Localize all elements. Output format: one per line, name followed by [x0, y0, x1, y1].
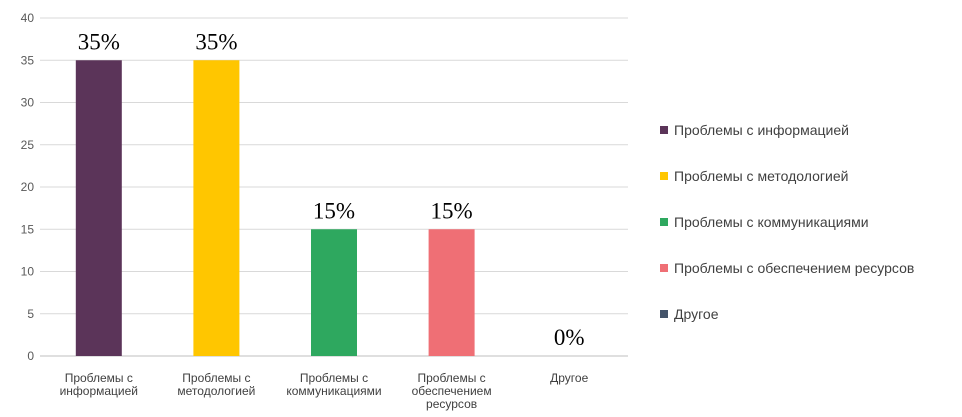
legend-item-communications: Проблемы с коммуникациями: [660, 210, 960, 233]
y-tick-label: 10: [21, 265, 35, 279]
category-label: методологией: [177, 384, 255, 398]
legend-swatch: [660, 125, 668, 134]
legend-item-other: Другое: [660, 302, 960, 325]
legend-item-resources: Проблемы с обеспечением ресурсов: [660, 256, 960, 279]
legend-swatch: [660, 309, 668, 318]
category-label: Проблемы с: [417, 371, 485, 385]
legend-label: Проблемы с коммуникациями: [674, 213, 869, 230]
category-label: Другое: [550, 371, 588, 385]
category-label: Проблемы с: [300, 371, 368, 385]
y-tick-label: 0: [27, 349, 34, 363]
bar: [311, 229, 357, 356]
y-tick-label: 35: [21, 53, 35, 67]
category-label: информацией: [60, 384, 138, 398]
data-label: 35%: [195, 29, 237, 54]
category-label: ресурсов: [426, 397, 477, 411]
category-label: обеспечением: [412, 384, 492, 398]
bar: [75, 60, 122, 356]
legend-swatch: [660, 171, 668, 180]
y-tick-label: 30: [21, 96, 35, 110]
y-tick-label: 40: [21, 11, 35, 25]
legend-swatch: [660, 217, 668, 226]
y-tick-label: 20: [21, 180, 35, 194]
legend-swatch: [660, 263, 668, 272]
data-label: 0%: [554, 325, 585, 350]
legend-label: Проблемы с обеспечением ресурсов: [674, 259, 915, 276]
category-label: Проблемы с: [182, 371, 250, 385]
chart-legend: Проблемы с информацией Проблемы с методо…: [660, 118, 960, 348]
legend-label: Проблемы с методологией: [674, 167, 849, 184]
data-label: 35%: [78, 29, 120, 54]
legend-item-information: Проблемы с информацией: [660, 118, 960, 141]
category-label: коммуникациями: [286, 384, 381, 398]
y-tick-label: 15: [21, 222, 35, 236]
legend-item-methodology: Проблемы с методологией: [660, 164, 960, 187]
category-label: Проблемы с: [65, 371, 133, 385]
bar: [193, 60, 240, 356]
y-tick-label: 5: [27, 307, 34, 321]
legend-label: Другое: [674, 305, 719, 322]
bar: [428, 229, 475, 356]
data-label: 15%: [431, 198, 473, 223]
y-tick-label: 25: [21, 138, 35, 152]
data-label: 15%: [313, 198, 355, 223]
legend-label: Проблемы с информацией: [674, 121, 849, 138]
